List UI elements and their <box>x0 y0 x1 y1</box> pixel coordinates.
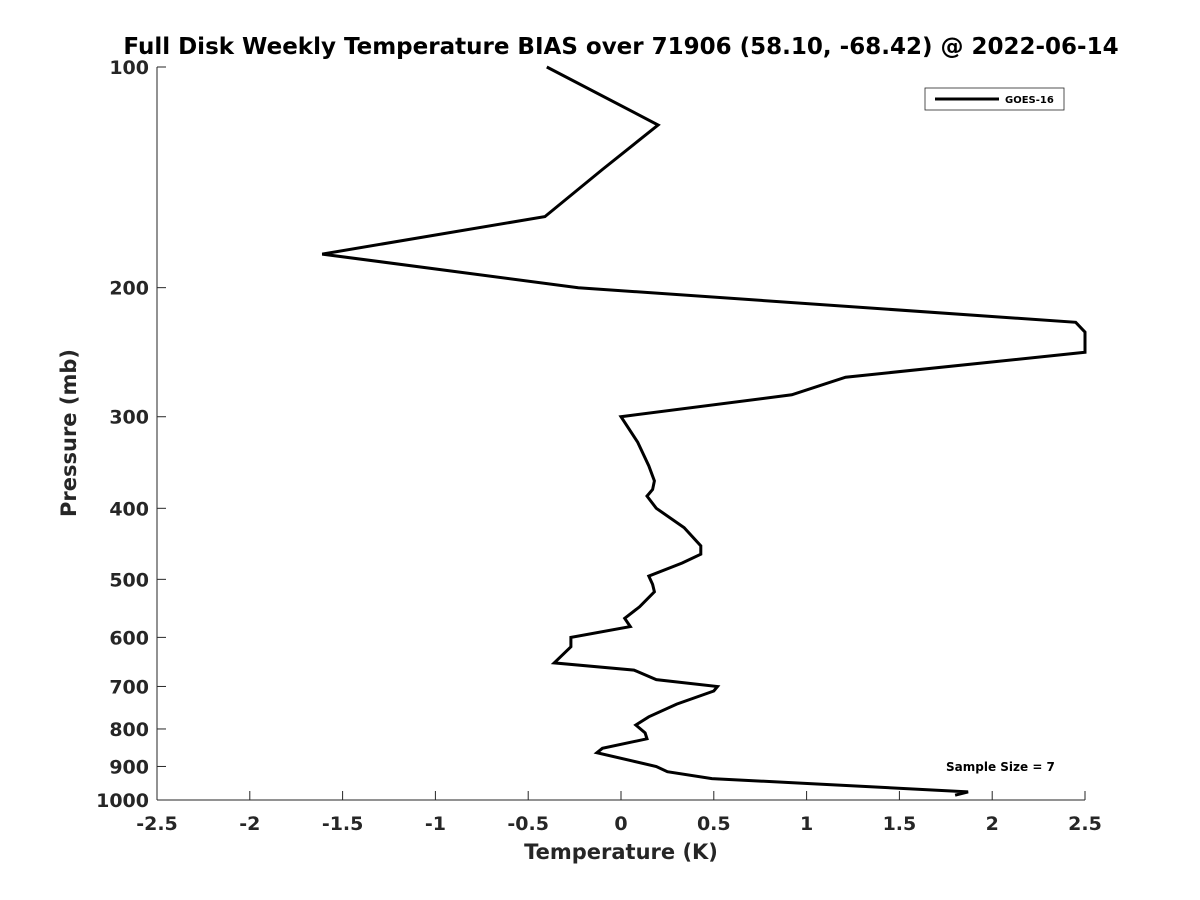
y-tick-label: 400 <box>109 498 149 520</box>
x-axis-label: Temperature (K) <box>524 840 718 864</box>
y-tick-label: 700 <box>109 676 149 698</box>
chart-title: Full Disk Weekly Temperature BIAS over 7… <box>123 34 1118 60</box>
series-line-goes-16 <box>321 65 1087 797</box>
legend-entry-goes-16: GOES-16 <box>1005 95 1054 106</box>
y-axis-ticks: 100 200 300 400 500 600 700 800 900 1000 <box>96 57 166 812</box>
y-axis-label: Pressure (mb) <box>57 349 81 517</box>
x-tick-label: 2 <box>986 813 999 835</box>
sample-size-annotation: Sample Size = 7 <box>946 760 1055 774</box>
x-tick-label: 1 <box>800 813 813 835</box>
y-tick-label: 100 <box>109 57 149 79</box>
x-tick-label: -2.5 <box>136 813 178 835</box>
y-tick-label: 600 <box>109 627 149 649</box>
y-tick-label: 800 <box>109 719 149 741</box>
x-tick-label: 0.5 <box>697 813 731 835</box>
x-tick-label: -2 <box>239 813 260 835</box>
y-tick-label: 900 <box>109 756 149 778</box>
x-tick-label: 1.5 <box>883 813 917 835</box>
y-tick-label: 1000 <box>96 790 149 812</box>
x-tick-label: -1 <box>425 813 446 835</box>
x-tick-label: -0.5 <box>507 813 549 835</box>
plot-frame <box>157 67 1085 800</box>
x-tick-label: 0 <box>614 813 627 835</box>
x-axis-ticks: -2.5 -2 -1.5 -1 -0.5 0 0.5 1 1.5 2 2.5 <box>136 791 1102 835</box>
y-tick-label: 300 <box>109 407 149 429</box>
plot-area <box>156 67 1085 801</box>
y-tick-label: 500 <box>109 569 149 591</box>
y-tick-label: 200 <box>109 278 149 300</box>
legend: GOES-16 <box>924 87 1065 111</box>
series-layer <box>321 65 1087 797</box>
x-tick-label: -1.5 <box>322 813 364 835</box>
x-tick-label: 2.5 <box>1068 813 1102 835</box>
